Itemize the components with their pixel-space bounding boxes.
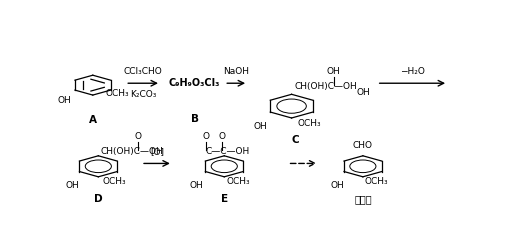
Text: CCl₃CHO: CCl₃CHO [124, 67, 162, 76]
Text: D: D [94, 194, 103, 204]
Text: 香草醉: 香草醉 [354, 194, 371, 204]
Text: OH: OH [253, 122, 267, 131]
Text: OH: OH [356, 88, 370, 96]
Text: OH: OH [190, 181, 203, 190]
Text: OH: OH [57, 96, 71, 105]
Text: OCH₃: OCH₃ [365, 177, 388, 186]
Text: CH(OH)C—OH: CH(OH)C—OH [100, 147, 163, 155]
Text: OCH₃: OCH₃ [297, 119, 321, 128]
Text: CHO: CHO [353, 141, 373, 151]
Text: B: B [191, 114, 199, 124]
Text: O: O [203, 132, 210, 141]
Text: O: O [134, 132, 142, 141]
Text: C—C—OH: C—C—OH [205, 147, 249, 155]
Text: OH: OH [330, 181, 344, 190]
Text: K₂CO₃: K₂CO₃ [130, 91, 156, 99]
Text: NaOH: NaOH [223, 67, 249, 76]
Text: CH(OH)C—OH: CH(OH)C—OH [295, 82, 358, 91]
Text: −H₂O: −H₂O [400, 67, 425, 76]
Text: [O]: [O] [150, 147, 164, 156]
Text: OH: OH [66, 181, 80, 190]
Text: C₉H₉O₃Cl₃: C₉H₉O₃Cl₃ [169, 78, 220, 88]
Text: OCH₃: OCH₃ [226, 177, 250, 186]
Text: OCH₃: OCH₃ [105, 89, 129, 98]
Text: A: A [89, 116, 97, 125]
Text: C: C [292, 135, 299, 145]
Text: E: E [221, 194, 228, 204]
Text: OH: OH [327, 67, 340, 76]
Text: O: O [219, 132, 226, 141]
Text: OCH₃: OCH₃ [102, 177, 126, 186]
